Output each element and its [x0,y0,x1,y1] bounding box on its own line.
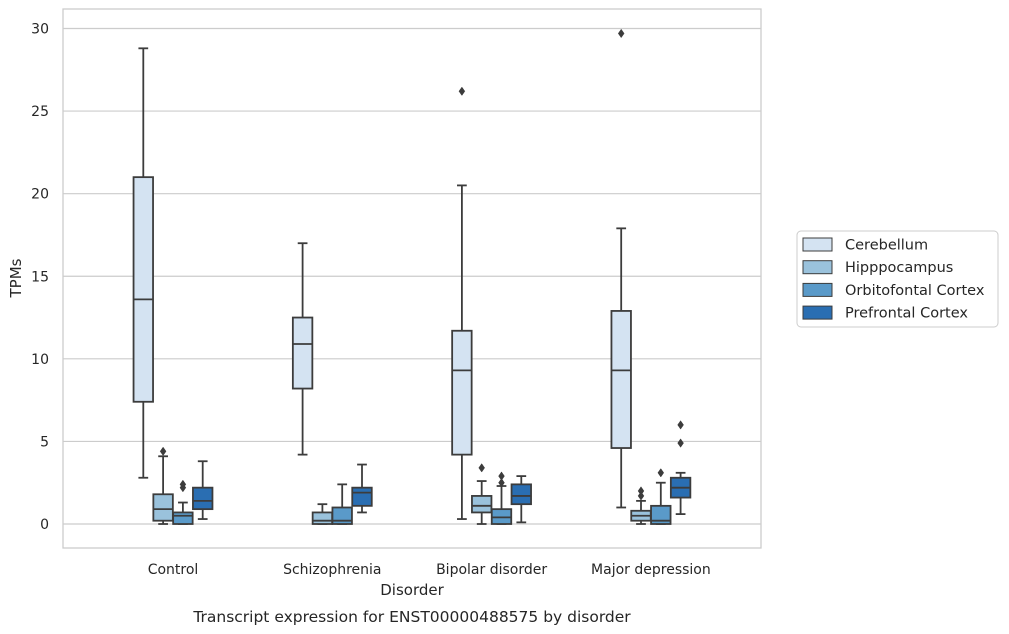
box-iqr [471,495,493,514]
outlier-point [637,491,645,501]
box-iqr [610,310,632,449]
outlier-point [179,479,187,489]
x-tick-label: Schizophrenia [283,562,381,578]
outlier-point [617,28,625,39]
legend-swatch [802,305,833,320]
outlier-point [657,468,665,478]
box-group [650,468,672,525]
box-group [351,463,373,514]
box-iqr [510,483,532,506]
legend-label: Prefrontal Cortex [845,306,968,322]
box-iqr [291,316,314,390]
box-group [451,86,473,520]
legend-label: Hipppocampus [845,260,953,276]
grid-lines [63,27,761,525]
plot-frame [62,8,762,549]
box-iqr [192,486,214,511]
legend-swatch [802,282,833,297]
outlier-point [677,438,684,448]
x-tick-label: Bipolar disorder [436,562,547,578]
plot-boxes [132,28,692,525]
legend: Cerebellum Hipppocampus Orbitofontal Corte… [796,230,999,328]
y-axis-ticks: 0 5 10 15 20 25 30 [31,22,49,534]
box-group [311,503,334,525]
y-axis-label: TPMs [7,258,25,298]
box-group [132,47,154,479]
box-group [490,471,513,525]
box-group [510,475,532,524]
x-axis-ticks: Control Schizophrenia Bipolar disorder Majo… [148,562,711,578]
box-iqr [311,511,334,525]
x-tick-label: Control [148,562,199,578]
outlier-point [159,446,167,456]
legend-swatch [802,237,833,252]
box-iqr [451,329,473,456]
box-group [331,483,353,525]
box-group [152,446,174,525]
box-group [192,460,214,520]
outlier-point [478,463,485,473]
box-group [669,420,692,515]
x-tick-label: Major depression [591,562,711,578]
box-group [630,486,652,525]
box-group [610,28,632,509]
outlier-point [498,478,505,488]
legend-frame [796,230,999,328]
y-tick-label: 15 [31,269,49,285]
y-tick-label: 30 [31,22,49,38]
x-axis-label: Disorder [380,581,444,599]
box-group [471,463,493,525]
box-iqr [172,511,194,525]
y-tick-label: 5 [40,434,49,450]
chart-caption: Transcript expression for ENST0000048857… [192,608,631,626]
box-iqr [351,486,373,507]
legend-swatch [802,260,833,275]
outlier-point [498,471,505,481]
box-iqr [132,176,154,403]
box-iqr [650,504,672,525]
outlier-point [677,420,684,430]
box-iqr [152,493,174,522]
box-group [291,242,314,456]
outlier-point [458,86,466,96]
legend-label: Cerebellum [845,238,928,254]
legend-label: Orbitofontal Cortex [845,283,985,299]
y-tick-label: 0 [40,517,49,533]
y-tick-label: 25 [31,104,49,120]
outlier-point [637,486,645,496]
y-tick-label: 10 [31,352,49,368]
y-tick-label: 20 [31,187,49,203]
box-group [172,479,194,525]
